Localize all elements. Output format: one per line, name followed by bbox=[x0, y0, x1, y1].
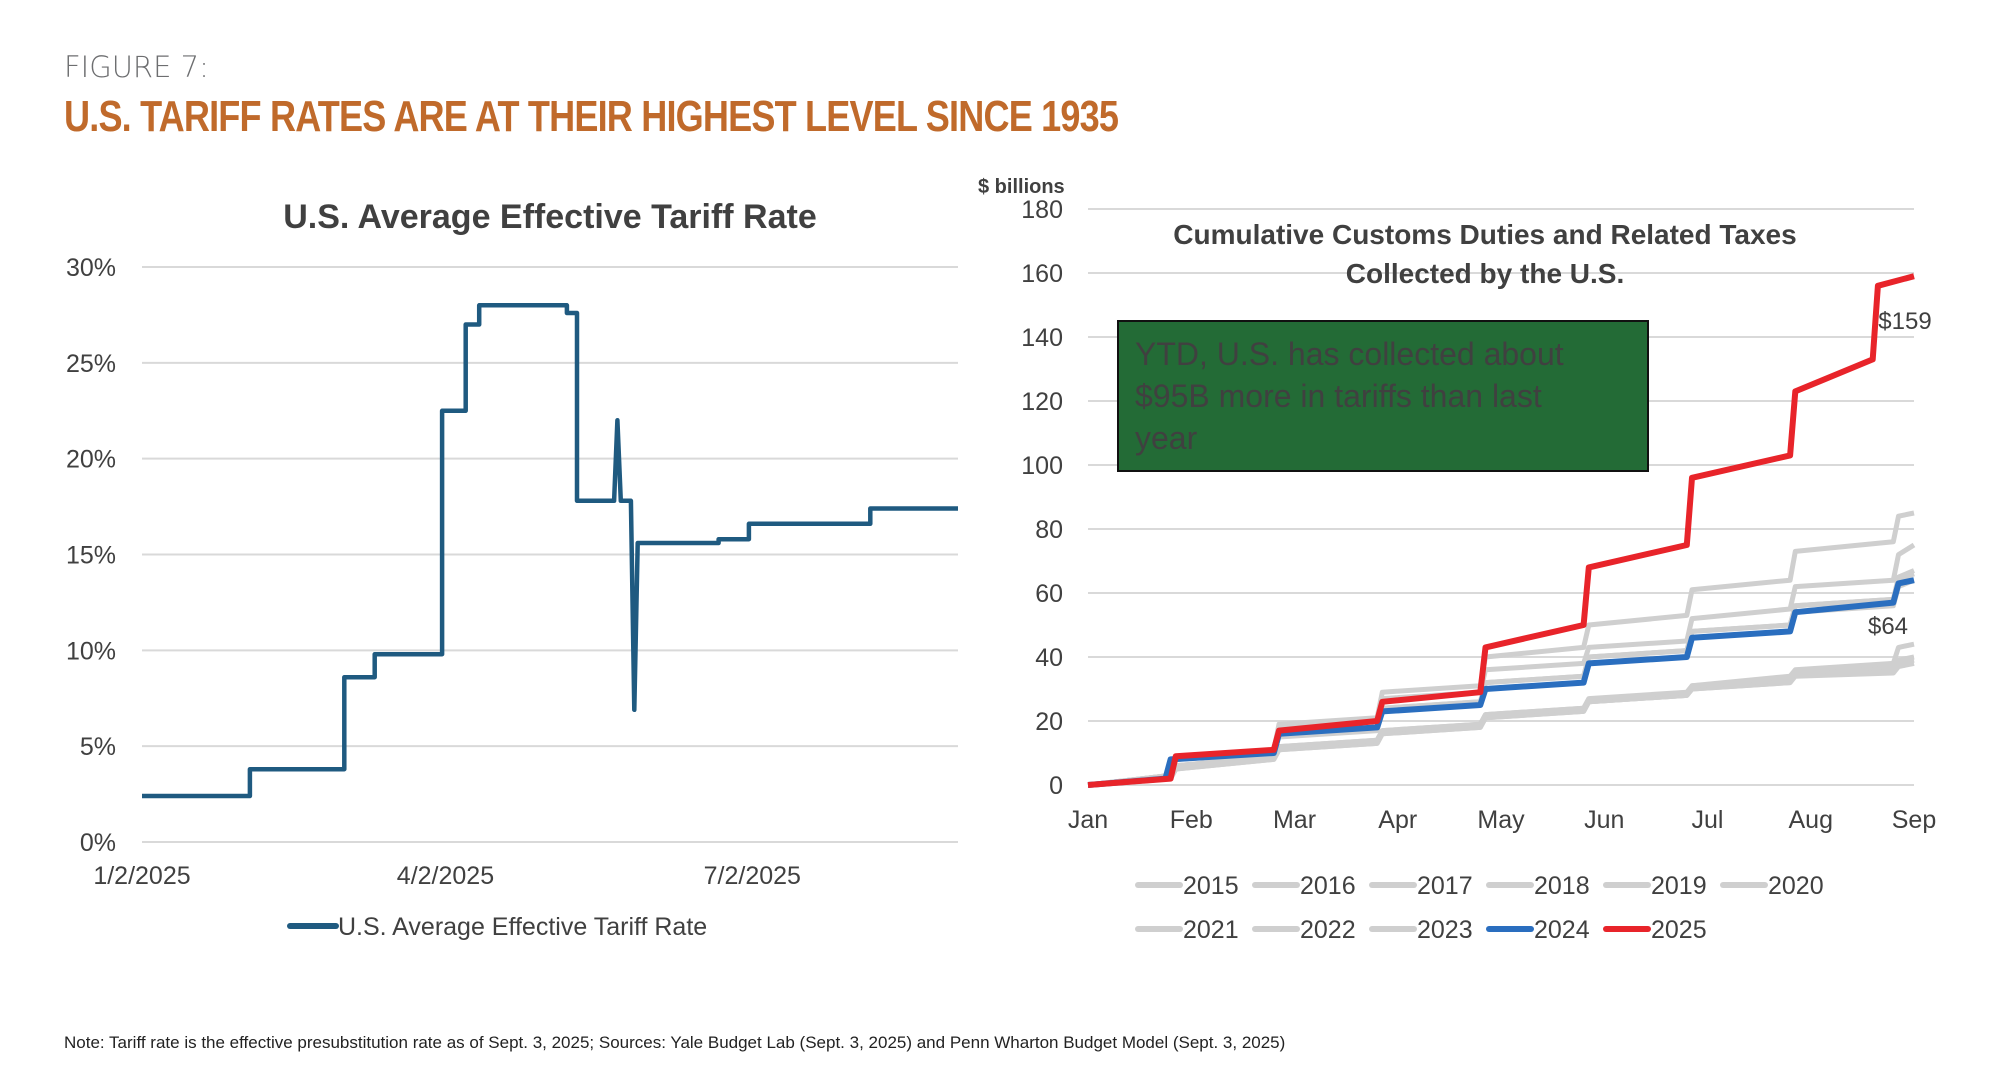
annotation-text-line: $95B more in tariffs than last bbox=[1135, 378, 1542, 414]
y-tick-label: 0% bbox=[80, 829, 116, 857]
x-tick-label: 4/2/2025 bbox=[397, 862, 494, 890]
y-tick-label: 120 bbox=[1021, 388, 1063, 416]
y-tick-label: 15% bbox=[66, 542, 116, 570]
y-tick-label: 60 bbox=[1035, 580, 1063, 608]
annotation-text-line: YTD, U.S. has collected about bbox=[1135, 336, 1564, 372]
y-tick-label: 30% bbox=[66, 254, 116, 282]
source-note: Note: Tariff rate is the effective presu… bbox=[64, 1033, 1286, 1052]
chart-title-line-1: Cumulative Customs Duties and Related Ta… bbox=[1173, 219, 1796, 250]
customs-duties-chart: $ billions 0 20 40 60 80 100 120 140 160 180 Jan Feb… bbox=[978, 176, 1936, 944]
legend-label-2020: 2020 bbox=[1768, 872, 1824, 900]
x-tick-label: Sep bbox=[1892, 806, 1936, 834]
x-tick-label: Jun bbox=[1584, 806, 1624, 834]
x-tick-label: Jan bbox=[1068, 806, 1108, 834]
x-tick-label: Mar bbox=[1273, 806, 1316, 834]
legend-label-2017: 2017 bbox=[1417, 872, 1473, 900]
annotation-box bbox=[1117, 320, 1649, 472]
y-tick-label: 20% bbox=[66, 446, 116, 474]
y-tick-label: 0 bbox=[1049, 772, 1063, 800]
legend-label-2025: 2025 bbox=[1651, 916, 1707, 944]
legend-label-2022: 2022 bbox=[1300, 916, 1356, 944]
y-tick-label: 140 bbox=[1021, 324, 1063, 352]
series-line-2018 bbox=[1087, 641, 1915, 788]
x-tick-label: Jul bbox=[1692, 806, 1724, 834]
chart-title-line-2: Collected by the U.S. bbox=[1346, 258, 1625, 289]
series-line-2019 bbox=[1087, 510, 1915, 788]
y-tick-label: 25% bbox=[66, 350, 116, 378]
tariff-rate-line bbox=[142, 303, 958, 799]
y-tick-label: 40 bbox=[1035, 644, 1063, 672]
y-axis-unit-label: $ billions bbox=[978, 176, 1065, 198]
x-tick-label: 1/2/2025 bbox=[93, 862, 190, 890]
y-tick-label: 100 bbox=[1021, 452, 1063, 480]
legend-label-2015: 2015 bbox=[1183, 872, 1239, 900]
figure-label: FIGURE 7: bbox=[64, 50, 209, 84]
legend-label-2016: 2016 bbox=[1300, 872, 1356, 900]
y-tick-label: 180 bbox=[1021, 196, 1063, 224]
x-tick-label: Aug bbox=[1789, 806, 1833, 834]
y-tick-label: 160 bbox=[1021, 260, 1063, 288]
x-tick-label: Apr bbox=[1378, 806, 1417, 834]
series-line-2024 bbox=[1087, 577, 1915, 788]
series-line-2025 bbox=[1087, 273, 1915, 788]
y-tick-label: 80 bbox=[1035, 516, 1063, 544]
legend-label-2021: 2021 bbox=[1183, 916, 1239, 944]
end-value-label-2025: $159 bbox=[1878, 308, 1931, 335]
end-value-label-2024: $64 bbox=[1868, 613, 1908, 640]
legend-label: U.S. Average Effective Tariff Rate bbox=[338, 913, 707, 941]
y-tick-label: 5% bbox=[80, 733, 116, 761]
x-tick-label: 7/2/2025 bbox=[704, 862, 801, 890]
x-tick-label: Feb bbox=[1170, 806, 1213, 834]
y-tick-label: 20 bbox=[1035, 708, 1063, 736]
x-tick-label: May bbox=[1477, 806, 1525, 834]
legend-label-2023: 2023 bbox=[1417, 916, 1473, 944]
page-headline: U.S. TARIFF RATES ARE AT THEIR HIGHEST L… bbox=[64, 92, 1119, 141]
chart-title: U.S. Average Effective Tariff Rate bbox=[283, 198, 816, 236]
legend-label-2024: 2024 bbox=[1534, 916, 1590, 944]
annotation-text-line: year bbox=[1135, 420, 1198, 456]
y-tick-label: 10% bbox=[66, 637, 116, 665]
legend-label-2018: 2018 bbox=[1534, 872, 1590, 900]
tariff-rate-chart: U.S. Average Effective Tariff Rate 0% 5% 10… bbox=[66, 198, 958, 941]
legend-label-2019: 2019 bbox=[1651, 872, 1707, 900]
